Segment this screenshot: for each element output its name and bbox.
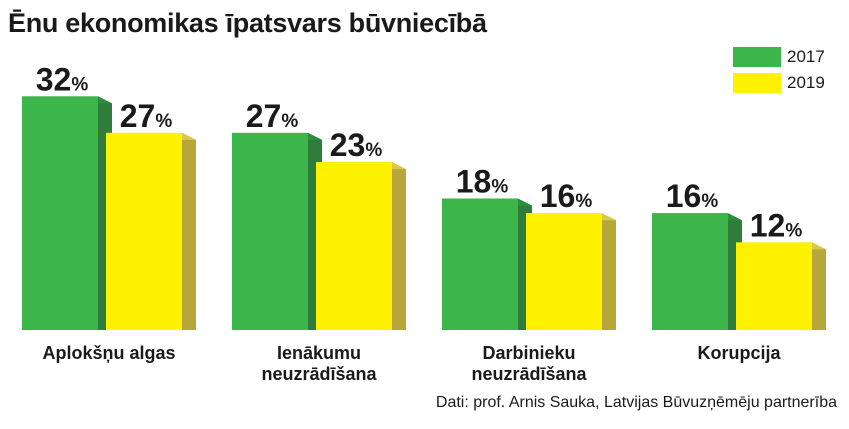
bar-2019-ien-kumu-neuzr-d-ana (316, 162, 406, 330)
value-number: 23 (330, 127, 366, 163)
bar-front (106, 132, 182, 330)
bar-2017-ien-kumu-neuzr-d-ana (232, 132, 322, 330)
value-number: 32 (36, 61, 72, 97)
bar-front (652, 213, 728, 330)
value-unit: % (71, 74, 88, 95)
legend-swatch-2019 (733, 73, 781, 93)
value-unit: % (365, 140, 382, 161)
source-note: Dati: prof. Arnis Sauka, Latvijas Būvuzņ… (435, 394, 837, 411)
legend-item-2019: 2019 (733, 71, 825, 95)
legend-item-2017: 2017 (733, 45, 825, 69)
bar-front (22, 96, 98, 331)
legend-label-2017: 2017 (787, 47, 825, 66)
bar-2019-darbinieku-neuzr-d-ana (526, 213, 616, 330)
bar-front (526, 213, 602, 330)
value-label-2019-korupcija: 12% (750, 207, 803, 243)
category-label: Aplokšņu algas (14, 343, 204, 364)
bar-side (812, 242, 826, 330)
value-number: 16 (666, 178, 702, 214)
value-unit: % (575, 191, 592, 212)
value-label-2019-darbinieku-neuzr-d-ana: 16% (540, 178, 593, 214)
value-label-2019-ien-kumu-neuzr-d-ana: 23% (330, 127, 383, 163)
category-label: Darbinieku neuzrādīšana (434, 343, 624, 385)
bar-front (442, 198, 518, 330)
bar-side (182, 132, 196, 330)
legend-swatch-2017 (733, 47, 781, 67)
value-number: 27 (120, 98, 156, 134)
value-unit: % (491, 177, 508, 198)
bar-front (316, 162, 392, 330)
category-label: Ienākumu neuzrādīšana (224, 343, 414, 385)
legend-label-2019: 2019 (787, 73, 825, 92)
category-label: Korupcija (644, 343, 834, 364)
bar-2017-aplok-u-algas (22, 96, 112, 331)
bar-side (392, 162, 406, 330)
value-unit: % (155, 111, 172, 132)
bar-front (736, 242, 812, 330)
value-unit: % (701, 191, 718, 212)
category-label-line: Darbinieku (482, 343, 576, 363)
bar-side (602, 213, 616, 330)
legend: 2017 2019 (733, 45, 825, 97)
bar-2017-darbinieku-neuzr-d-ana (442, 198, 532, 330)
value-number: 16 (540, 178, 576, 214)
bar-2017-korupcija (652, 213, 742, 330)
value-label-2017-darbinieku-neuzr-d-ana: 18% (456, 164, 509, 200)
bar-2019-korupcija (736, 242, 826, 330)
category-label-line: Aplokšņu algas (42, 343, 176, 363)
value-number: 18 (456, 164, 492, 200)
value-label-2019-aplok-u-algas: 27% (120, 98, 173, 134)
value-label-2017-ien-kumu-neuzr-d-ana: 27% (246, 98, 299, 134)
category-label-line: neuzrādīšana (471, 364, 587, 384)
value-label-2017-aplok-u-algas: 32% (36, 61, 89, 97)
bar-2019-aplok-u-algas (106, 132, 196, 330)
bar-front (232, 132, 308, 330)
value-unit: % (281, 111, 298, 132)
value-label-2017-korupcija: 16% (666, 178, 719, 214)
chart-title: Ēnu ekonomikas īpatsvars būvniecībā (8, 8, 487, 38)
value-number: 27 (246, 98, 282, 134)
value-unit: % (785, 220, 802, 241)
category-label-line: Ienākumu (276, 343, 362, 363)
value-number: 12 (750, 207, 786, 243)
category-label-line: neuzrādīšana (261, 364, 377, 384)
category-label-line: Korupcija (697, 343, 781, 363)
